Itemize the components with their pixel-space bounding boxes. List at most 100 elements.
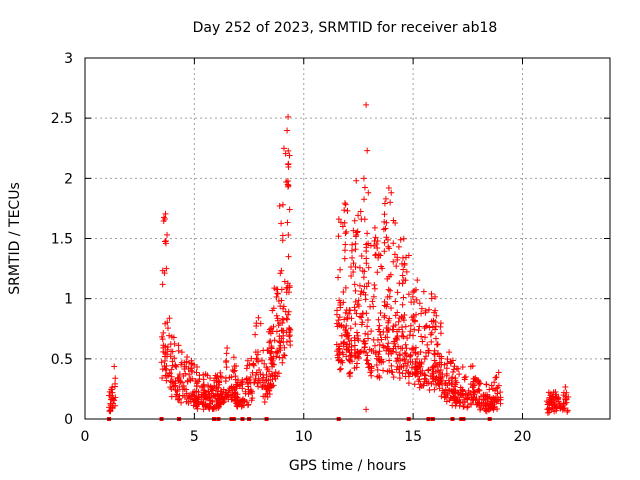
data-point [229,367,236,374]
data-point [181,366,188,373]
data-point [393,334,400,341]
data-point [333,341,340,348]
data-point [452,389,459,396]
data-point [268,370,275,377]
data-point [285,308,292,315]
data-point [111,363,118,370]
data-point [358,348,365,355]
data-point [371,342,378,349]
data-point [193,369,200,376]
data-point [258,357,265,364]
data-point [172,378,179,385]
data-point [162,240,169,247]
data-point [431,309,438,316]
data-point [362,330,369,337]
data-point [175,347,182,354]
data-point [435,381,442,388]
data-point [159,366,166,373]
data-point [200,371,207,378]
data-point [184,353,191,360]
data-point [390,374,397,381]
data-point [467,381,474,388]
data-point [348,343,355,350]
data-point [562,384,569,391]
data-point [363,349,370,356]
data-point [415,378,422,385]
data-point [475,399,482,406]
data-point [195,389,202,396]
data-point [405,380,412,387]
data-point [341,316,348,323]
data-point [181,386,188,393]
data-point [456,371,463,378]
data-point [399,254,406,261]
data-point [340,289,347,296]
data-point [372,252,379,259]
data-point [422,372,429,379]
data-point [399,324,406,331]
data-point [336,314,343,321]
data-point [341,339,348,346]
data-point [364,317,371,324]
data-point [244,379,251,386]
data-point [395,357,402,364]
data-point [493,385,500,392]
data-point [484,399,491,406]
data-point [202,404,209,411]
data-point [163,265,170,272]
data-point [420,288,427,295]
data-point [228,373,235,380]
data-point [452,381,459,388]
data-point [414,277,421,284]
data-point [273,312,280,319]
data-point [437,375,444,382]
data-point [168,333,175,340]
data-point [400,333,407,340]
data-point [277,339,284,346]
data-point [438,393,445,400]
data-point [338,332,345,339]
data-point [230,354,237,361]
data-point [166,332,173,339]
data-point [396,375,403,382]
data-point [560,405,567,412]
data-point [281,278,288,285]
data-point [255,358,262,365]
data-point [262,377,269,384]
data-point [411,287,418,294]
data-point [374,244,381,251]
data-point [347,325,354,332]
data-point [374,366,381,373]
data-point [342,284,349,291]
data-point [257,371,264,378]
data-point [401,349,408,356]
data-point [384,275,391,282]
data-point [382,334,389,341]
data-point [381,239,388,246]
data-point [359,310,366,317]
data-point [347,358,354,365]
data-point [401,357,408,364]
data-point [417,369,424,376]
data-point [491,395,498,402]
data-point [412,372,419,379]
data-point [459,364,466,371]
data-point [407,351,414,358]
data-point [358,216,365,223]
data-point [375,251,382,258]
data-point [403,367,410,374]
data-point [174,388,181,395]
data-point [286,332,293,339]
data-point [335,274,342,281]
data-point [385,286,392,293]
data-point [371,224,378,231]
data-point [360,175,367,182]
data-point [334,352,341,359]
data-point [193,403,200,410]
data-point [160,348,167,355]
data-point [384,345,391,352]
data-point [425,366,432,373]
data-point [437,330,444,337]
data-point [411,381,418,388]
data-point [352,240,359,247]
